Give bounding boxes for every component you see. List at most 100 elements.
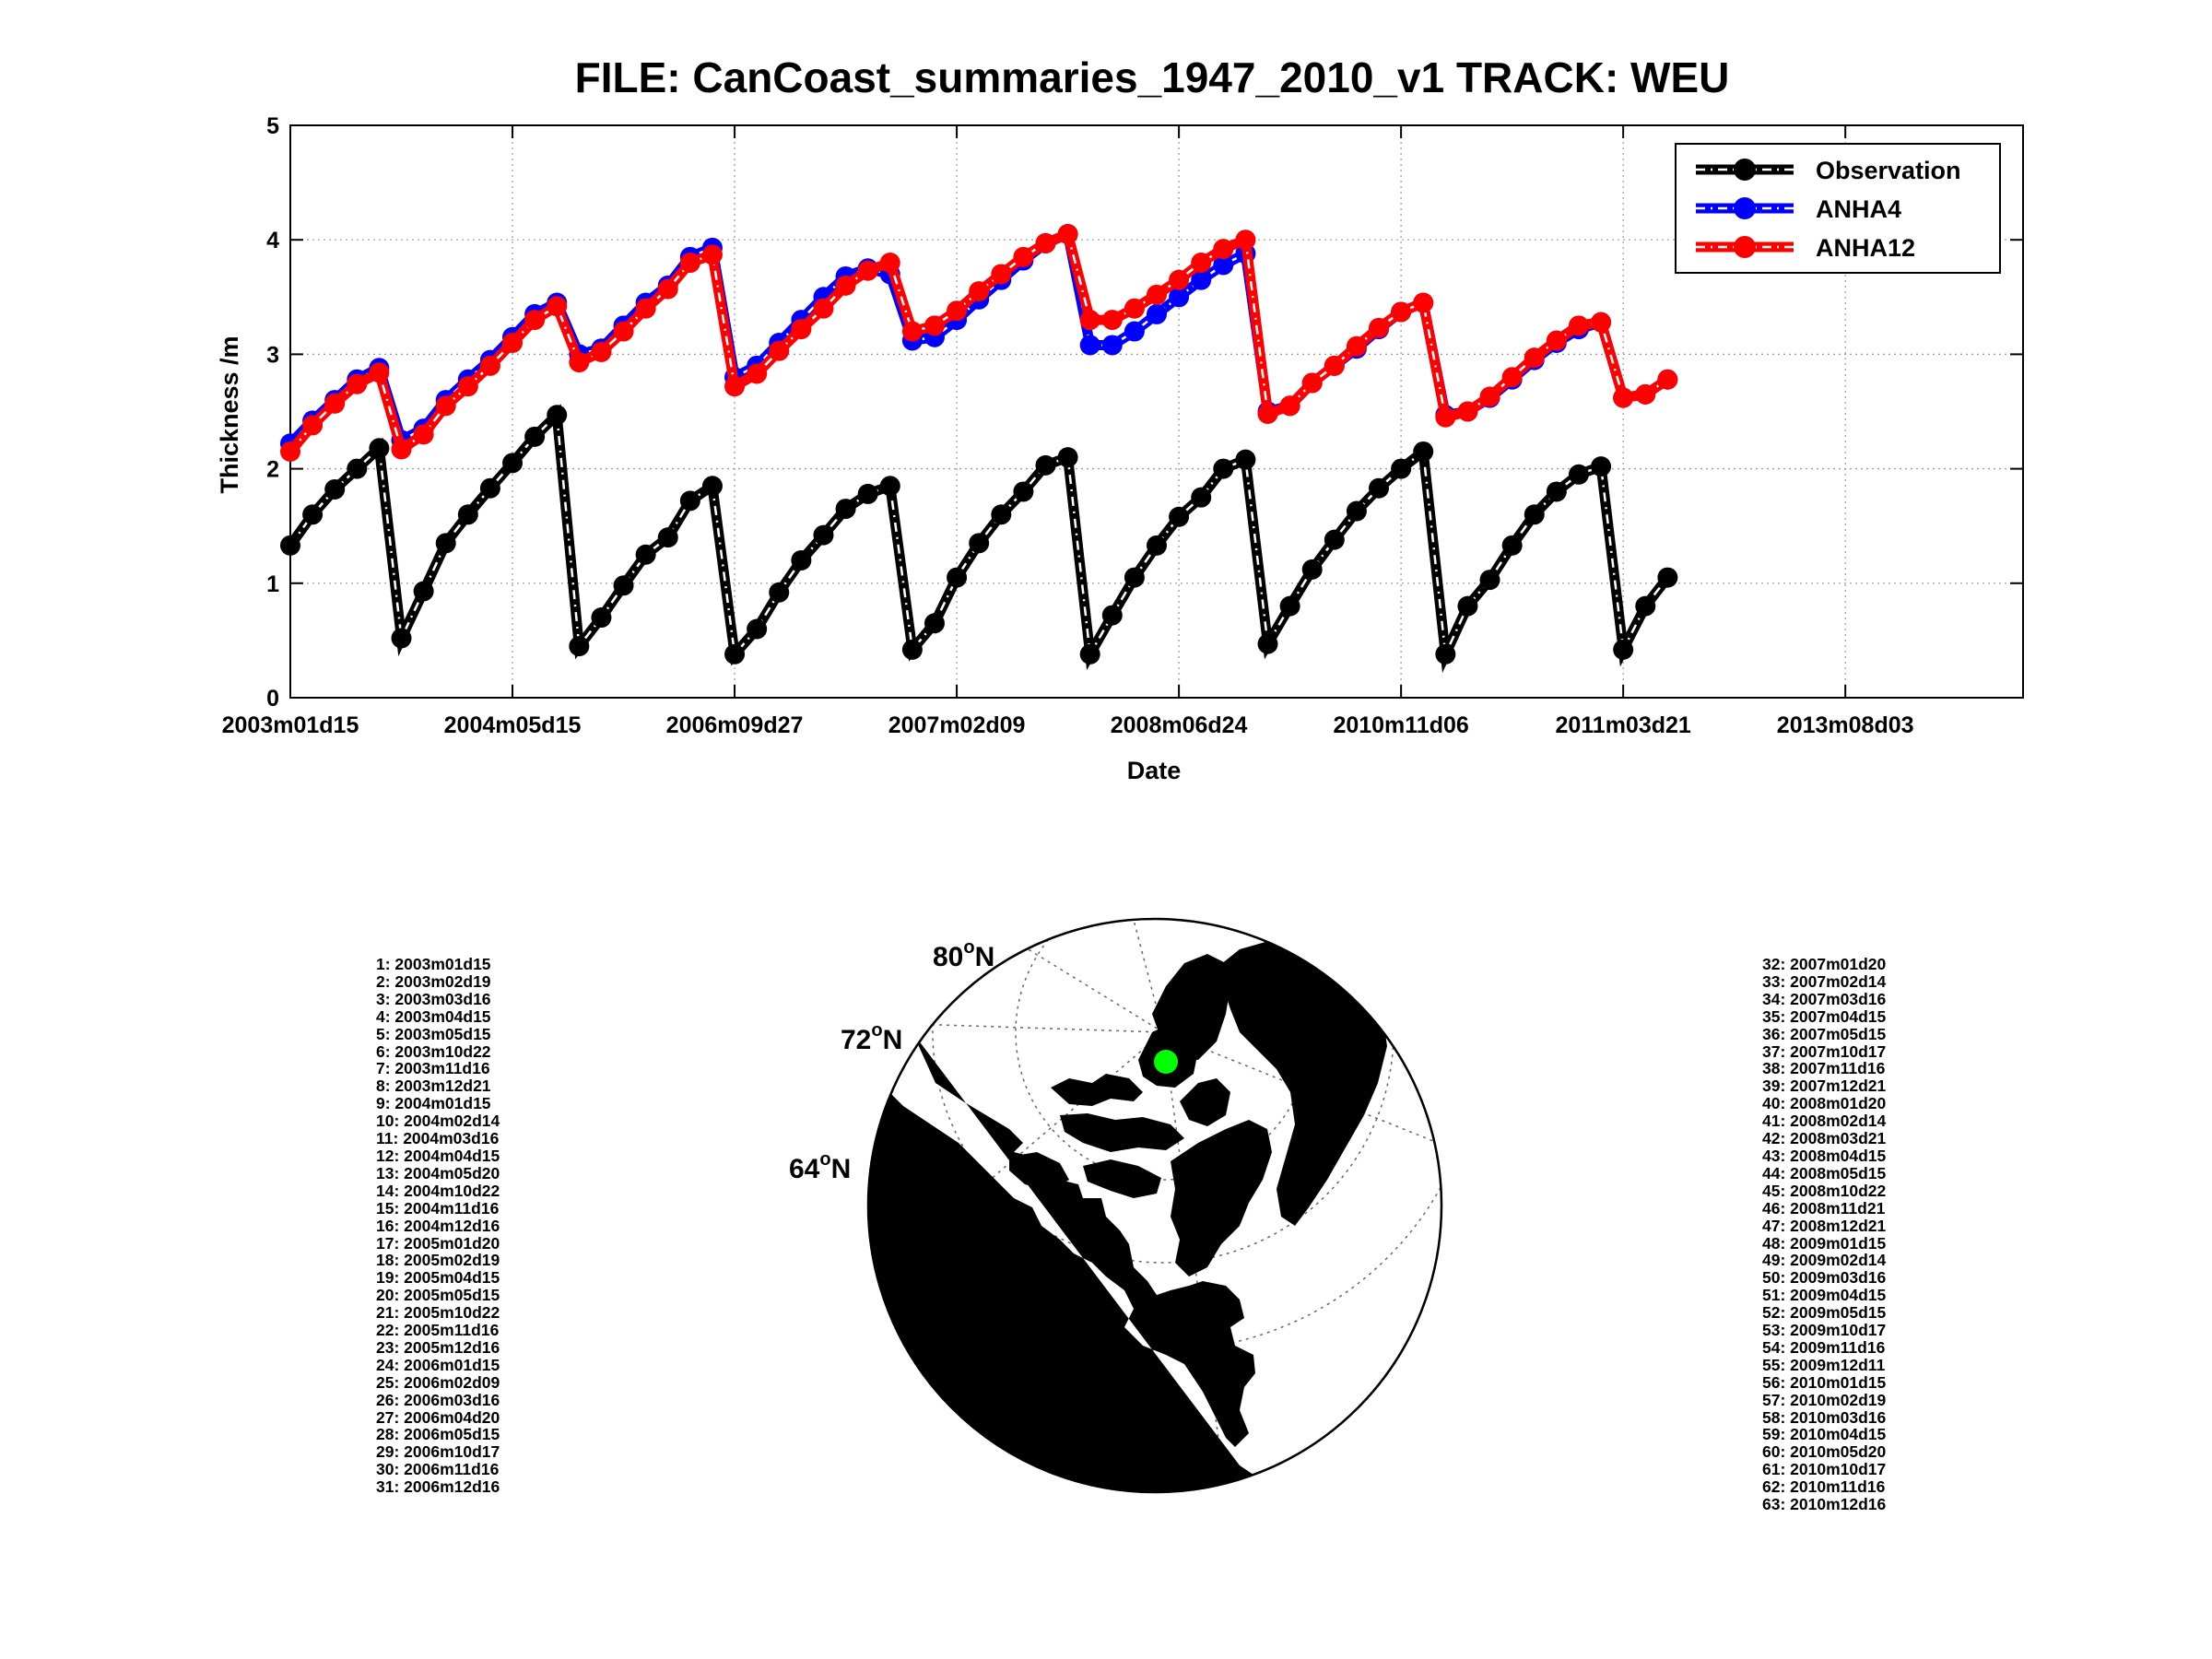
meridian-line [1133,919,1164,1033]
x-tick-label: 2010m11d06 [1333,712,1468,738]
data-point-anha12 [1147,284,1167,305]
date-list-item: 17: 2005m01d20 [376,1233,500,1253]
x-tick-label: 2003m01d15 [222,712,359,738]
date-list-item: 7: 2003m11d16 [376,1059,490,1078]
date-list-item: 51: 2009m04d15 [1762,1286,1887,1305]
latitude-label-72: 72oN [841,1020,902,1055]
date-list-item: 2: 2003m02d19 [376,971,491,991]
data-point-anha12 [924,315,945,336]
x-tick-label: 2006m09d27 [666,712,804,738]
legend-label-observation: Observation [1816,157,1961,184]
data-point-anha12 [1568,315,1589,336]
data-point-anha12 [857,260,878,281]
data-point-observation [1035,454,1056,476]
data-point-anha12 [1413,292,1434,313]
data-point-anha12 [1257,403,1278,424]
landmass-arctic-islands [1060,1113,1184,1152]
date-list-item: 16: 2004m12d16 [376,1216,500,1235]
data-point-anha12 [302,415,324,436]
data-point-observation [369,438,390,459]
data-point-observation [1501,535,1523,556]
date-list-item: 25: 2006m02d09 [376,1372,500,1392]
y-tick-label: 5 [266,113,279,139]
data-point-anha12 [969,281,990,302]
date-list-item: 29: 2006m10d17 [376,1442,500,1462]
date-list-item: 27: 2006m04d20 [376,1407,500,1427]
date-list-item: 19: 2005m04d15 [376,1268,500,1288]
data-point-observation [901,639,923,660]
date-list-item: 45: 2008m10d22 [1762,1181,1887,1200]
data-point-observation [747,618,768,640]
data-point-anha4 [1213,254,1234,276]
date-list-item: 53: 2009m10d17 [1762,1321,1887,1340]
date-list-item: 24: 2006m01d15 [376,1355,500,1374]
data-point-anha12 [347,373,368,394]
data-point-observation [1279,595,1300,617]
date-list-item: 46: 2008m11d21 [1762,1198,1886,1218]
date-list-item: 21: 2005m10d22 [376,1303,500,1323]
legend: Observation ANHA4 ANHA12 [1675,143,2001,274]
data-point-observation [1213,458,1234,479]
y-tick-label: 4 [266,228,279,253]
date-list-item: 34: 2007m03d16 [1762,989,1887,1008]
data-point-observation [1369,477,1390,499]
landmass-arctic-islands [1009,1152,1069,1191]
data-point-observation [1324,529,1345,550]
landmass-arctic-islands [1051,1074,1143,1106]
data-point-anha12 [1013,246,1034,267]
data-point-observation [1346,500,1367,522]
data-point-observation [857,483,878,504]
chart-title: FILE: CanCoast_summaries_1947_2010_v1 TR… [575,53,1730,101]
date-list-item: 55: 2009m12d11 [1762,1355,1886,1374]
data-point-anha12 [1191,253,1212,274]
date-list-item: 12: 2004m04d15 [376,1146,500,1165]
track-location-marker [1154,1050,1178,1074]
data-point-anha12 [391,439,412,460]
data-point-anha12 [1391,301,1412,323]
date-list-item: 38: 2007m11d16 [1762,1059,1886,1078]
date-list-item: 62: 2010m11d16 [1762,1477,1886,1497]
date-list-left: 1: 2003m01d15 2: 2003m02d19 3: 2003m03d16 4… [376,956,500,1496]
data-point-anha12 [1213,239,1234,260]
y-tick-label: 2 [266,457,279,483]
data-point-observation [1191,487,1212,508]
date-list-item: 37: 2007m10d17 [1762,1041,1887,1061]
data-point-anha12 [524,310,546,331]
data-point-observation [280,535,300,556]
data-point-anha12 [991,264,1012,285]
plot-area: 0 1 2 3 4 5 2003m01d15 2004m05d15 2006m09d27 2007… [222,113,2024,738]
data-point-anha12 [1479,386,1500,407]
x-axis-label: Date [1127,757,1182,784]
date-list-item: 61: 2010m10d17 [1762,1460,1887,1479]
data-point-anha12 [657,278,678,300]
x-tick-label: 2013m08d03 [1777,712,1914,738]
data-point-observation [1169,506,1190,527]
meridian-line [985,923,1164,1033]
date-list-item: 13: 2004m05d20 [376,1163,500,1182]
data-point-observation [479,477,500,499]
data-point-observation [1568,464,1589,485]
date-list-right: 32: 2007m01d20 33: 2007m02d14 34: 2007m03d… [1762,956,1886,1513]
data-point-anha12 [1324,355,1345,376]
date-list-item: 35: 2007m04d15 [1762,1006,1887,1026]
date-list-item: 20: 2005m05d15 [376,1286,500,1305]
data-point-observation [1657,567,1678,588]
date-list-item: 40: 2008m01d20 [1762,1094,1887,1113]
data-point-observation [769,582,790,603]
data-point-anha4 [1147,303,1167,324]
legend-label-anha4: ANHA4 [1816,195,1901,223]
date-list-item: 60: 2010m05d20 [1762,1442,1887,1462]
data-point-anha12 [879,253,900,274]
date-list-item: 15: 2004m11d16 [376,1198,500,1218]
date-list-item: 56: 2010m01d15 [1762,1372,1887,1392]
date-list-item: 11: 2004m03d16 [376,1129,500,1148]
landmass-baffin-island [1171,1120,1272,1277]
date-list-item: 4: 2003m04d15 [376,1006,491,1026]
data-point-anha12 [947,300,968,322]
plot-frame [289,124,2024,699]
data-point-anha4 [1079,335,1100,356]
data-point-observation [324,478,346,500]
data-point-observation [635,544,656,565]
data-point-anha12 [1546,330,1567,351]
data-point-anha12 [1524,347,1545,369]
